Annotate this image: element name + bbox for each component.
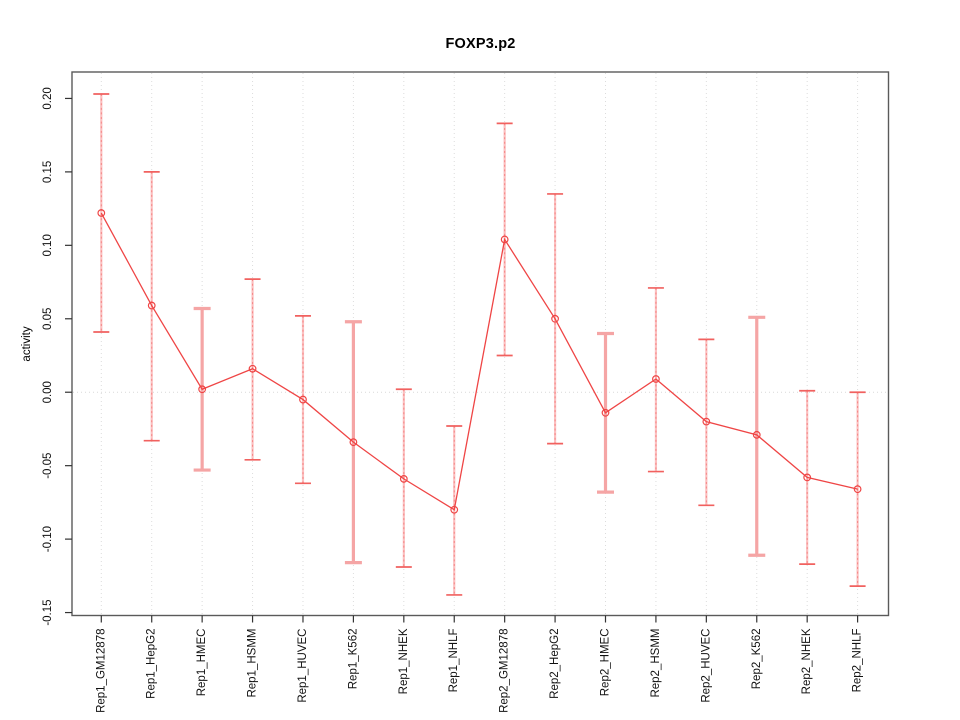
data-point [299, 395, 307, 404]
series-line [100, 212, 858, 511]
x-tick-label: Rep2_K562 [751, 629, 763, 690]
y-tick-label: 0.15 [42, 161, 54, 183]
x-tick-label: Rep1_GM12878 [95, 629, 107, 713]
data-point [702, 417, 711, 426]
y-axis-ticks [65, 97, 72, 614]
data-point [551, 314, 559, 323]
x-tick-label: Rep1_HMEC [196, 629, 208, 697]
data-point [853, 485, 862, 494]
y-tick-label: 0.20 [42, 87, 54, 109]
y-tick-label: 0.05 [42, 308, 54, 330]
plot-border [71, 71, 890, 617]
chart-title: FOXP3.p2 [445, 36, 516, 52]
y-axis-labels: -0.15 -0.10 -0.05 0.00 0.05 0.10 0.15 0.20 [42, 87, 54, 625]
x-tick-label: Rep1_HSMM [247, 629, 259, 698]
x-axis-ticks [100, 615, 859, 623]
x-axis-labels: Rep1_GM12878 Rep1_HepG2 Rep1_HMEC Rep1_HSMM… [95, 628, 863, 713]
x-tick-label: Rep1_HepG2 [146, 629, 158, 699]
x-tick-label: Rep2_HepG2 [549, 629, 561, 699]
data-point [198, 385, 207, 394]
data-point [652, 375, 660, 383]
y-tick-label: -0.15 [42, 599, 54, 625]
y-tick-label: 0.10 [42, 234, 54, 256]
x-tick-label: Rep2_GM12878 [499, 629, 511, 713]
data-point [97, 209, 106, 217]
x-tick-label: Rep1_K562 [347, 629, 359, 690]
x-tick-label: Rep2_HSMM [650, 629, 662, 698]
y-tick-label: -0.05 [42, 453, 54, 479]
data-point [147, 301, 156, 310]
error-bar [748, 315, 766, 557]
x-tick-label: Rep1_NHEK [398, 628, 410, 694]
x-tick-label: Rep2_NHLF [852, 629, 864, 693]
y-tick-label: -0.10 [42, 526, 54, 552]
data-point [450, 505, 459, 514]
x-tick-label: Rep2_NHEK [801, 628, 813, 694]
gridlines [100, 73, 859, 615]
x-tick-label: Rep1_NHLF [448, 629, 460, 693]
x-tick-label: Rep1_HUVEC [297, 629, 309, 703]
data-point [601, 408, 610, 417]
data-point [248, 364, 257, 373]
data-point [803, 473, 812, 482]
data-point [752, 430, 761, 439]
error-bar [698, 338, 715, 507]
y-tick-label: 0.00 [42, 381, 54, 403]
data-point [500, 235, 509, 244]
data-point [349, 438, 358, 447]
x-tick-label: Rep2_HMEC [600, 629, 612, 697]
data-point [399, 474, 408, 483]
error-bars [93, 93, 866, 596]
x-tick-label: Rep2_HUVEC [700, 629, 712, 703]
data-points [97, 209, 862, 514]
